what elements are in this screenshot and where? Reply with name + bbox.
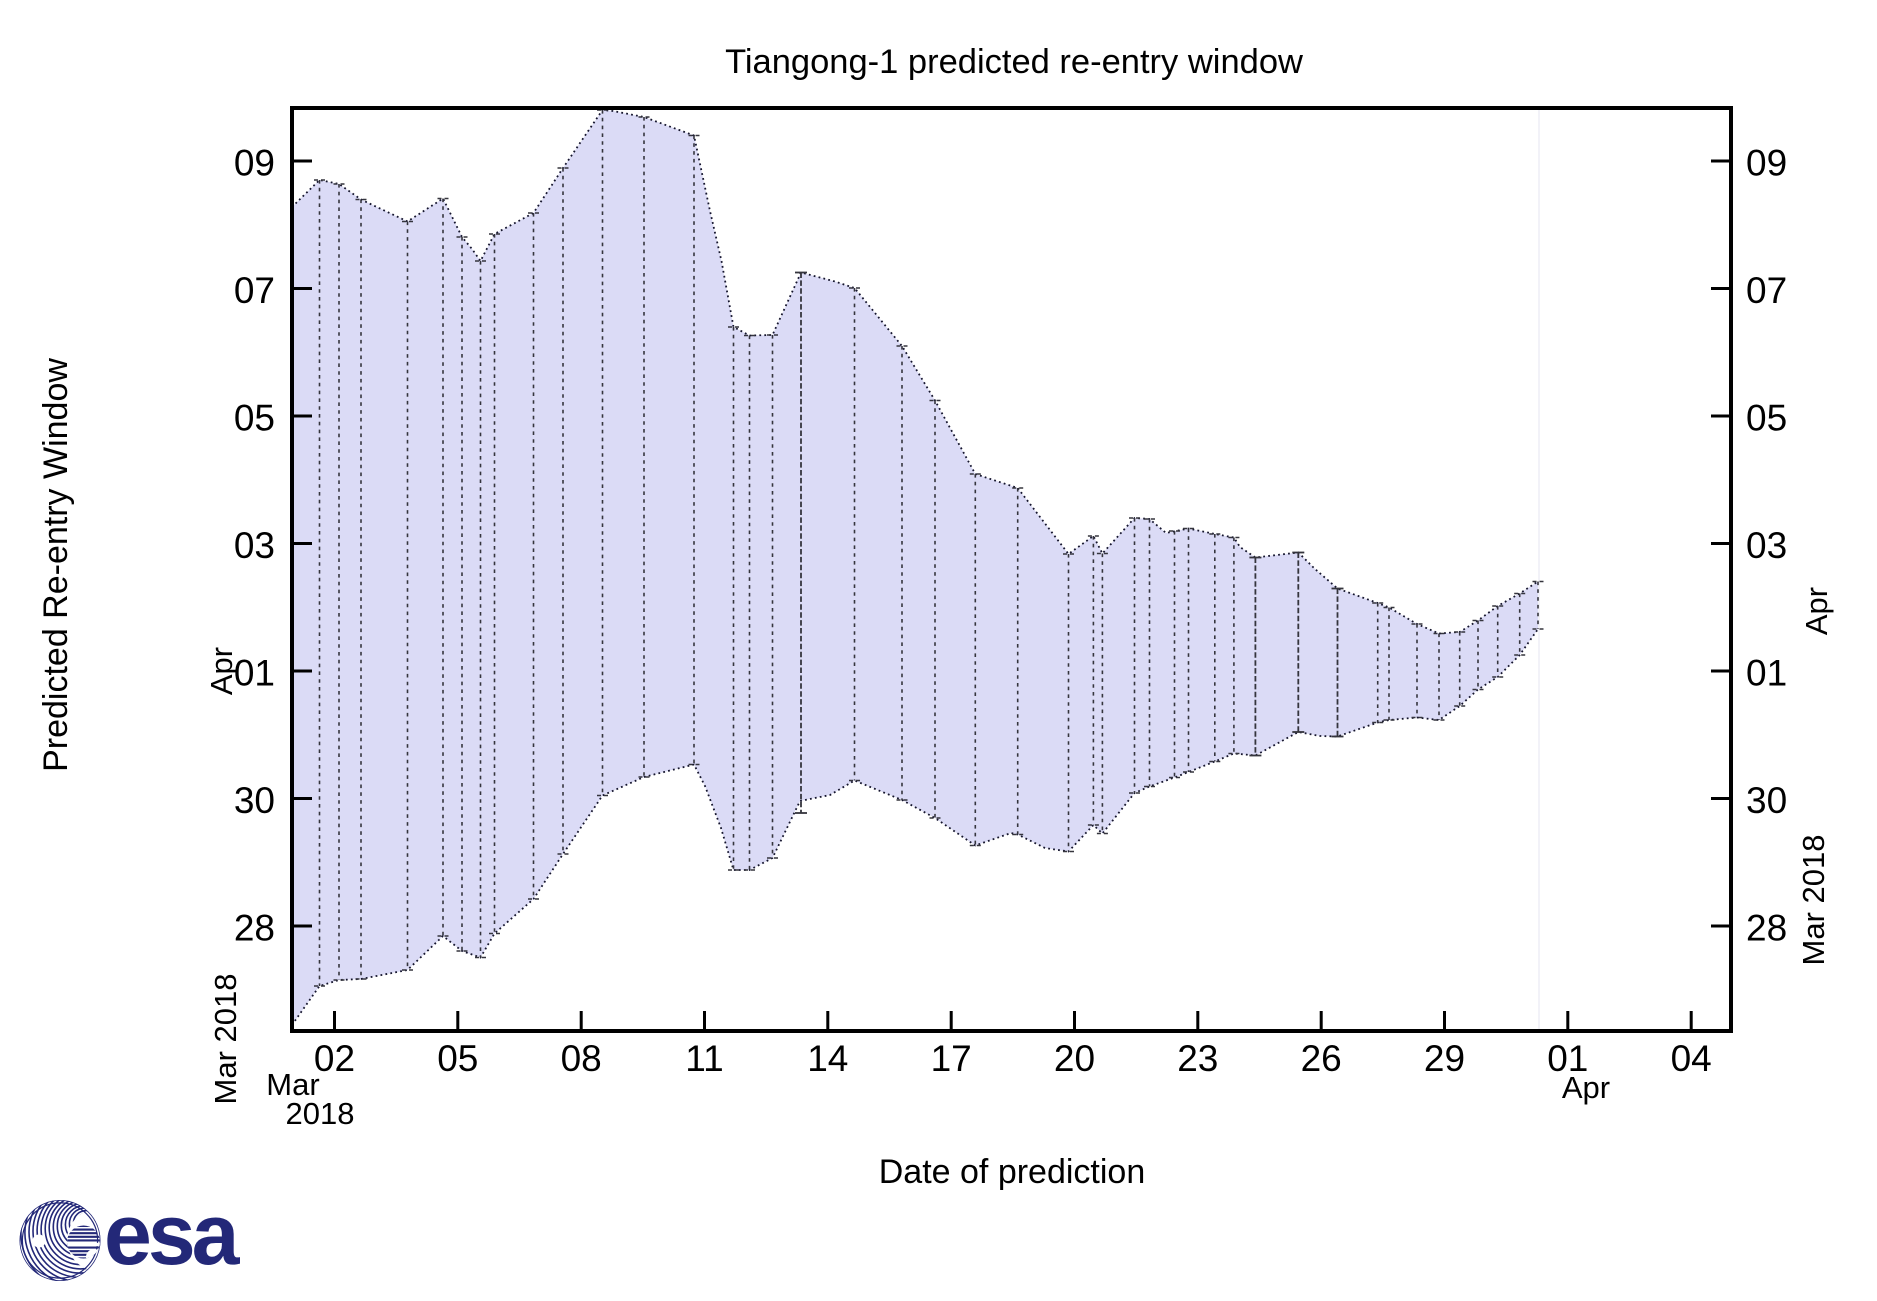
svg-text:Mar: Mar bbox=[266, 1067, 319, 1102]
svg-text:28: 28 bbox=[1746, 908, 1787, 949]
svg-text:04: 04 bbox=[1671, 1038, 1712, 1079]
svg-text:26: 26 bbox=[1301, 1038, 1342, 1079]
svg-text:Mar 2018: Mar 2018 bbox=[1796, 835, 1831, 966]
svg-text:23: 23 bbox=[1177, 1038, 1218, 1079]
svg-text:17: 17 bbox=[931, 1038, 972, 1079]
svg-text:03: 03 bbox=[234, 525, 275, 566]
svg-text:03: 03 bbox=[1746, 525, 1787, 566]
svg-text:2018: 2018 bbox=[286, 1096, 355, 1131]
svg-text:20: 20 bbox=[1054, 1038, 1095, 1079]
svg-text:01: 01 bbox=[234, 653, 275, 694]
svg-text:01: 01 bbox=[1746, 653, 1787, 694]
svg-text:08: 08 bbox=[561, 1038, 602, 1079]
svg-text:30: 30 bbox=[234, 780, 275, 821]
svg-text:07: 07 bbox=[234, 270, 275, 311]
svg-text:Date of prediction: Date of prediction bbox=[879, 1153, 1146, 1191]
svg-text:11: 11 bbox=[685, 1038, 723, 1079]
svg-text:01: 01 bbox=[1547, 1038, 1588, 1079]
svg-text:28: 28 bbox=[234, 908, 275, 949]
svg-text:Tiangong-1 predicted re-entry: Tiangong-1 predicted re-entry window bbox=[725, 43, 1303, 81]
svg-text:29: 29 bbox=[1424, 1038, 1465, 1079]
svg-text:esa: esa bbox=[104, 1187, 241, 1283]
svg-text:05: 05 bbox=[1746, 398, 1787, 439]
svg-text:Apr: Apr bbox=[1799, 587, 1834, 635]
svg-text:30: 30 bbox=[1746, 780, 1787, 821]
svg-text:Apr: Apr bbox=[1562, 1070, 1610, 1105]
svg-text:Predicted Re-entry Window: Predicted Re-entry Window bbox=[37, 358, 75, 772]
svg-text:02: 02 bbox=[314, 1038, 355, 1079]
svg-text:Apr: Apr bbox=[204, 647, 239, 695]
svg-text:05: 05 bbox=[234, 398, 275, 439]
svg-text:14: 14 bbox=[807, 1038, 848, 1079]
svg-text:Mar 2018: Mar 2018 bbox=[208, 974, 243, 1105]
svg-text:05: 05 bbox=[437, 1038, 478, 1079]
svg-text:09: 09 bbox=[1746, 143, 1787, 184]
svg-text:09: 09 bbox=[234, 143, 275, 184]
svg-text:07: 07 bbox=[1746, 270, 1787, 311]
